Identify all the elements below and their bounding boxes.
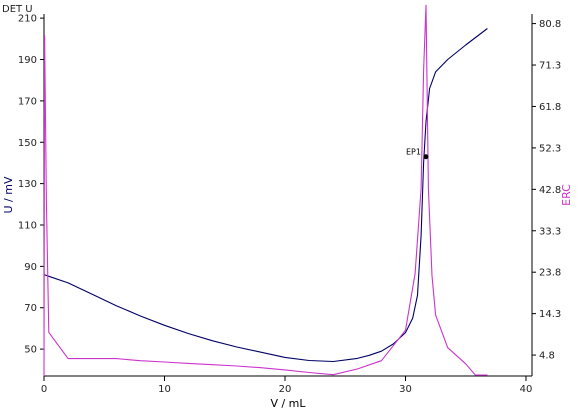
- annotation-layer: EP1: [406, 148, 429, 160]
- x-tick-label: 10: [158, 384, 171, 395]
- left-y-tick-label: 130: [18, 179, 37, 190]
- right-y-tick-label: 33.3: [539, 226, 561, 237]
- left-y-tick-label: 190: [18, 55, 37, 66]
- left-y-tick-label: 150: [18, 138, 37, 149]
- x-tick-label: 40: [520, 384, 533, 395]
- endpoint-marker: [423, 154, 429, 160]
- right-y-axis-title: ERC: [560, 184, 573, 206]
- right-y-tick-label: 52.3: [539, 143, 561, 154]
- x-tick-label: 30: [399, 384, 412, 395]
- right-y-tick-label: 80.8: [539, 19, 561, 30]
- left-y-tick-label: 210: [18, 14, 37, 25]
- left-y-axis-title: U / mV: [2, 176, 15, 213]
- right-y-tick-label: 61.8: [539, 102, 561, 113]
- left-y-tick-label: 90: [24, 262, 37, 273]
- left-y-tick-label: 170: [18, 96, 37, 107]
- x-tick-label: 0: [41, 384, 47, 395]
- right-y-tick-label: 4.8: [539, 351, 555, 362]
- erc-curve: [43, 4, 488, 377]
- right-y-tick-label: 42.8: [539, 185, 561, 196]
- chart-title: DET U: [2, 4, 33, 15]
- x-axis-title: V / mL: [270, 397, 306, 410]
- x-tick-label: 20: [279, 384, 292, 395]
- left-y-tick-label: 70: [24, 303, 37, 314]
- left-y-tick-label: 50: [24, 345, 37, 356]
- right-y-tick-label: 23.8: [539, 268, 561, 279]
- right-y-tick-label: 14.3: [539, 309, 561, 320]
- ticks-layer: 0 10 20 30 40 50 70 90 110 130 150 170 190 210 4.8 14.3…: [18, 14, 561, 395]
- left-y-tick-label: 110: [18, 220, 37, 231]
- endpoint-label: EP1: [406, 148, 421, 157]
- right-y-tick-label: 71.3: [539, 61, 561, 72]
- series-layer: [43, 4, 488, 377]
